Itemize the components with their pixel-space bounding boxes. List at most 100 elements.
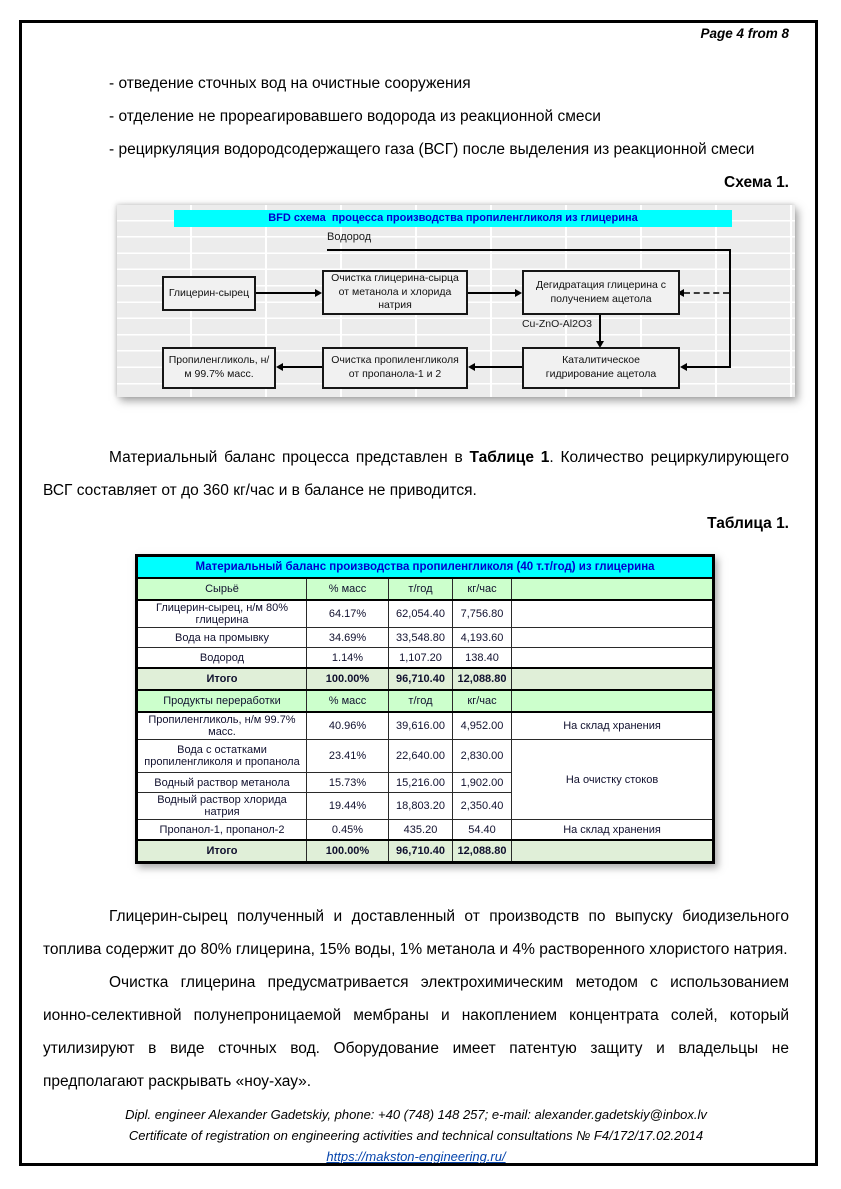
- table-cell: 7,756.80: [452, 599, 512, 628]
- table-cell: 12,088.80: [452, 667, 512, 691]
- paragraph-purification: Очистка глицерина предусматривается элек…: [43, 974, 789, 1090]
- arrow-1-line: [256, 292, 315, 294]
- table-cell: Водород: [136, 647, 307, 669]
- table-cell: 1,902.00: [452, 772, 512, 793]
- table-cell: На склад хранения: [510, 819, 715, 841]
- table-cell: 435.20: [388, 819, 453, 841]
- header-cell: % масс: [306, 689, 389, 713]
- footer: Dipl. engineer Alexander Gadetskiy, phon…: [43, 1104, 789, 1164]
- arrow-3-head-icon: [468, 363, 475, 371]
- bullet-line-1: - отведение сточных вод на очистные соор…: [109, 75, 471, 92]
- table-cell: 4,193.60: [452, 627, 512, 648]
- bullet-line-3: - рециркуляция водородсодержащего газа (…: [109, 141, 755, 158]
- table-cell: 64.17%: [306, 599, 389, 628]
- hydrogen-line-vertical: [729, 249, 731, 368]
- table-cell: Вода с остатками пропиленгликоля и пропа…: [136, 739, 307, 773]
- table-row: Вода на промывку 34.69% 33,548.80 4,193.…: [136, 627, 715, 648]
- table-cell: 34.69%: [306, 627, 389, 648]
- material-balance-table: Материальный баланс производства пропиле…: [135, 554, 716, 864]
- table-cell: 2,350.40: [452, 792, 512, 820]
- table-cell: Вода на промывку: [136, 627, 307, 648]
- footer-link[interactable]: https://makston-engineering.ru/: [326, 1149, 506, 1164]
- balance-text-before: Материальный баланс процесса представлен…: [109, 449, 470, 466]
- table-total-row: Итого 100.00% 96,710.40 12,088.80: [136, 839, 715, 864]
- table-cell: Итого: [136, 667, 307, 691]
- box-glycerin-raw: Глицерин-сырец: [162, 276, 256, 311]
- table-cell: На склад хранения: [510, 711, 715, 740]
- table-cell: Итого: [136, 839, 307, 864]
- header-cell: [510, 689, 715, 713]
- table-title: Материальный баланс производства пропиле…: [135, 555, 715, 579]
- arrow-down-line: [599, 315, 601, 342]
- bullet-line-2: - отделение не прореагировавшего водород…: [109, 108, 601, 125]
- arrow-2-head-icon: [515, 289, 522, 297]
- table-cell: [510, 647, 715, 669]
- hydrogen-label: Водород: [327, 231, 372, 243]
- table-row: Водный раствор метанола 15.73% 15,216.00…: [136, 772, 714, 793]
- table-cell: [510, 627, 715, 648]
- recycle-dashed-line: [684, 292, 729, 294]
- header-cell: Продукты переработки: [136, 689, 307, 713]
- recycle-dashed-arrowhead-icon: [677, 289, 684, 297]
- table-row: Пропиленгликоль, н/м 99.7% масс. 40.96% …: [136, 711, 715, 740]
- box-dehydration: Дегидратация глицерина с получением ацет…: [522, 270, 680, 315]
- arrow-2-line: [468, 292, 515, 294]
- table-cell: 1.14%: [306, 647, 389, 669]
- table-cell: 96,710.40: [388, 839, 453, 864]
- table-cell: 22,640.00: [388, 739, 453, 773]
- table-total-row: Итого 100.00% 96,710.40 12,088.80: [136, 667, 715, 691]
- table-row: Водный раствор хлорида натрия 19.44% 18,…: [136, 792, 714, 820]
- table-cell: [510, 667, 715, 691]
- table-cell: 138.40: [452, 647, 512, 669]
- table-cell: 33,548.80: [388, 627, 453, 648]
- arrow-4-head-icon: [276, 363, 283, 371]
- table-cell: 62,054.40: [388, 599, 453, 628]
- table-cell: 96,710.40: [388, 667, 453, 691]
- hydrogen-line-horizontal: [327, 249, 729, 251]
- table-cell: 39,616.00: [388, 711, 453, 740]
- header-cell: кг/час: [452, 689, 512, 713]
- table-cell: 19.44%: [306, 792, 389, 820]
- table-cell: 4,952.00: [452, 711, 512, 740]
- table-cell: 23.41%: [306, 739, 389, 773]
- table-cell: 40.96%: [306, 711, 389, 740]
- table-cell: 100.00%: [306, 667, 389, 691]
- header-cell: кг/час: [452, 577, 512, 601]
- table-cell-merged: На очистку стоков: [510, 739, 715, 820]
- footer-line-1: Dipl. engineer Alexander Gadetskiy, phon…: [125, 1107, 707, 1122]
- table-cell: 1,107.20: [388, 647, 453, 669]
- hydrogen-feed-line: [687, 366, 729, 368]
- bfd-diagram: BFD схема процесса производства пропилен…: [117, 205, 795, 397]
- table-cell: 15.73%: [306, 772, 389, 793]
- header-cell: Сырьё: [136, 577, 307, 601]
- table-header-row: Сырьё % масс т/год кг/час: [136, 577, 715, 601]
- table-cell: 0.45%: [306, 819, 389, 841]
- header-cell: [510, 577, 715, 601]
- table-title-row: Материальный баланс производства пропиле…: [135, 555, 715, 579]
- header-cell: % масс: [306, 577, 389, 601]
- footer-line-2: Certificate of registration on engineeri…: [128, 1128, 704, 1143]
- table-cell: Пропиленгликоль, н/м 99.7% масс.: [136, 711, 307, 740]
- box-hydrogenation: Каталитическое гидрирование ацетола: [522, 347, 680, 389]
- box-glycerin-purification: Очистка глицерина-сырца от метанола и хл…: [322, 270, 468, 315]
- arrow-4-line: [283, 366, 322, 368]
- table-row: Вода с остатками пропиленгликоля и пропа…: [136, 739, 715, 820]
- balance-text-after: . Количество рециркули­рующего ВСГ соста…: [43, 449, 789, 499]
- header-cell: т/год: [388, 689, 453, 713]
- arrow-down-head-icon: [596, 341, 604, 348]
- table-cell: Водный раствор хлорида натрия: [136, 792, 307, 820]
- scheme-caption: Схема 1.: [724, 174, 789, 191]
- table-cell: 12,088.80: [452, 839, 512, 864]
- table-caption: Таблица 1.: [707, 515, 789, 532]
- table-cell: 2,830.00: [452, 739, 512, 773]
- hydrogen-feed-arrowhead-icon: [680, 363, 687, 371]
- table-cell: [510, 599, 715, 628]
- box-pg-purification: Очистка пропиленгликоля от пропанола-1 и…: [322, 347, 468, 389]
- arrow-3-line: [475, 366, 522, 368]
- table-cell: Глицерин-сырец, н/м 80% глицерина: [136, 599, 307, 628]
- balance-text-bold: Таблице 1: [469, 449, 550, 466]
- diagram-title: BFD схема процесса производства пропилен…: [174, 210, 732, 227]
- table-cell: 100.00%: [306, 839, 389, 864]
- table-cell: [510, 839, 715, 864]
- paragraph-glycerin: Глицерин-сырец полученный и доставленный…: [43, 908, 789, 958]
